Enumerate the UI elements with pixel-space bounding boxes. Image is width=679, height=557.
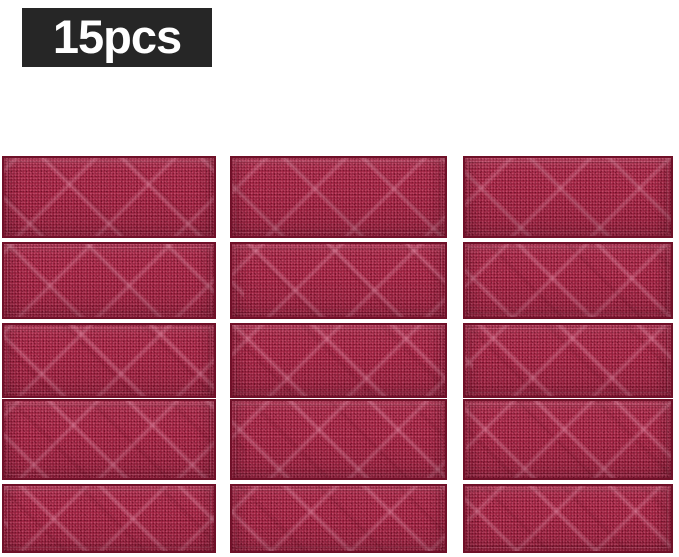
mat-pile-texture xyxy=(465,325,671,396)
mat-quilt-stitch-pattern xyxy=(232,244,445,317)
mat-shading-overlay xyxy=(465,401,671,478)
mat-inner-seam xyxy=(468,404,668,475)
mat-shading-overlay xyxy=(4,486,214,551)
mat-pile-texture xyxy=(465,158,671,236)
mat-inner-seam xyxy=(235,489,442,548)
mat-quilt-stitch-pattern xyxy=(4,325,214,396)
mat-quilt-stitch-pattern xyxy=(465,401,671,478)
mat-pile-texture xyxy=(232,486,445,551)
mat-inner-seam xyxy=(235,247,442,314)
mat-shading-overlay xyxy=(4,244,214,317)
mat-quilt-stitch-pattern xyxy=(465,486,671,551)
mat-shading-overlay xyxy=(4,325,214,396)
mat-quilt-stitch-pattern xyxy=(4,244,214,317)
mat-shading-overlay xyxy=(465,325,671,396)
mat-pile-texture xyxy=(232,325,445,396)
stair-tread-mat xyxy=(463,399,673,480)
stair-tread-mat xyxy=(2,242,216,319)
mat-shading-overlay xyxy=(4,401,214,478)
mat-shading-overlay xyxy=(465,486,671,551)
stair-tread-mat xyxy=(230,484,447,553)
mat-quilt-stitch-pattern xyxy=(232,325,445,396)
mat-inner-seam xyxy=(235,404,442,475)
stair-tread-mat xyxy=(463,242,673,319)
mat-quilt-stitch-pattern xyxy=(4,158,214,236)
mat-quilt-stitch-pattern xyxy=(232,158,445,236)
mat-quilt-stitch-pattern xyxy=(4,486,214,551)
mat-shading-overlay xyxy=(232,401,445,478)
mat-pile-texture xyxy=(4,244,214,317)
stair-tread-mat xyxy=(463,323,673,398)
mat-pile-texture xyxy=(232,158,445,236)
mat-quilt-stitch-pattern xyxy=(465,244,671,317)
mat-inner-seam xyxy=(468,161,668,233)
mat-inner-seam xyxy=(235,328,442,393)
mat-inner-seam xyxy=(468,247,668,314)
mat-inner-seam xyxy=(468,328,668,393)
mat-pile-texture xyxy=(4,325,214,396)
mat-inner-seam xyxy=(235,161,442,233)
mat-inner-seam xyxy=(7,489,211,548)
mat-quilt-stitch-pattern xyxy=(232,486,445,551)
mat-pile-texture xyxy=(465,401,671,478)
mat-pile-texture xyxy=(232,244,445,317)
mat-inner-seam xyxy=(7,404,211,475)
mat-shading-overlay xyxy=(465,158,671,236)
mat-shading-overlay xyxy=(465,244,671,317)
stair-tread-mat xyxy=(2,156,216,238)
stair-tread-mat xyxy=(230,323,447,398)
stair-tread-mat xyxy=(2,323,216,398)
mat-shading-overlay xyxy=(232,158,445,236)
mat-quilt-stitch-pattern xyxy=(232,401,445,478)
mat-quilt-stitch-pattern xyxy=(4,401,214,478)
mat-shading-overlay xyxy=(232,486,445,551)
mat-pile-texture xyxy=(4,401,214,478)
mat-inner-seam xyxy=(7,328,211,393)
mat-inner-seam xyxy=(468,489,668,548)
quantity-badge: 15pcs xyxy=(22,8,212,67)
stair-tread-mat xyxy=(230,156,447,238)
mat-pile-texture xyxy=(465,486,671,551)
mat-quilt-stitch-pattern xyxy=(465,158,671,236)
mat-quilt-stitch-pattern xyxy=(465,325,671,396)
mat-pile-texture xyxy=(465,244,671,317)
stair-tread-mat xyxy=(230,242,447,319)
mat-pile-texture xyxy=(4,486,214,551)
mat-pile-texture xyxy=(4,158,214,236)
mat-shading-overlay xyxy=(4,158,214,236)
stair-tread-mat xyxy=(230,399,447,480)
mat-shading-overlay xyxy=(232,325,445,396)
quantity-badge-label: 15pcs xyxy=(52,10,182,63)
mat-pile-texture xyxy=(232,401,445,478)
mat-inner-seam xyxy=(7,247,211,314)
mat-shading-overlay xyxy=(232,244,445,317)
stair-tread-mat xyxy=(463,484,673,553)
stair-tread-mat xyxy=(463,156,673,238)
stair-tread-mat xyxy=(2,399,216,480)
mat-inner-seam xyxy=(7,161,211,233)
stair-tread-mat xyxy=(2,484,216,553)
